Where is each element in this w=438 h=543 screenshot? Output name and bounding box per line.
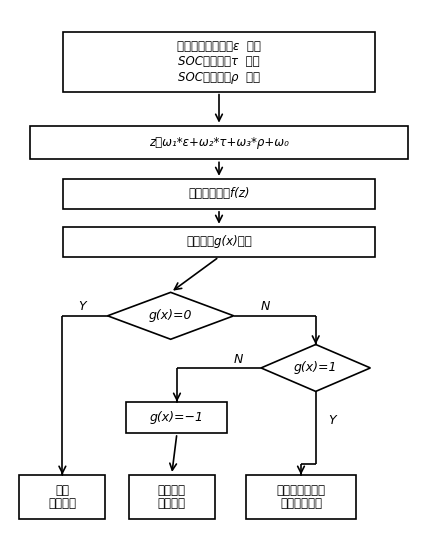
- Text: 维持: 维持: [55, 484, 69, 497]
- Text: 无功支撑模式: 无功支撑模式: [280, 497, 322, 510]
- Text: Y: Y: [78, 300, 86, 313]
- Text: g(x)=−1: g(x)=−1: [150, 411, 204, 424]
- Text: g(x)=0: g(x)=0: [149, 310, 192, 323]
- Text: N: N: [233, 352, 243, 365]
- FancyBboxPatch shape: [30, 125, 408, 160]
- Text: z＝ω₁*ε+ω₂*τ+ω₃*ρ+ω₀: z＝ω₁*ε+ω₂*τ+ω₃*ρ+ω₀: [149, 136, 289, 149]
- FancyBboxPatch shape: [129, 475, 215, 519]
- Text: 低电压穿越策略: 低电压穿越策略: [276, 484, 325, 497]
- Text: g(x)=1: g(x)=1: [294, 362, 337, 375]
- FancyBboxPatch shape: [19, 475, 106, 519]
- FancyBboxPatch shape: [64, 31, 374, 92]
- Text: N: N: [261, 300, 270, 313]
- Polygon shape: [108, 292, 234, 339]
- Text: 闭锁切机: 闭锁切机: [158, 497, 186, 510]
- Text: 计算状态函数f(z): 计算状态函数f(z): [188, 187, 250, 200]
- FancyBboxPatch shape: [246, 475, 356, 519]
- Text: 决策函数g(x)选择: 决策函数g(x)选择: [186, 235, 252, 248]
- Polygon shape: [261, 344, 371, 392]
- FancyBboxPatch shape: [64, 226, 374, 257]
- FancyBboxPatch shape: [64, 179, 374, 209]
- Text: 严重故障: 严重故障: [158, 484, 186, 497]
- Text: SOC均衡因子τ  检测: SOC均衡因子τ 检测: [178, 55, 260, 68]
- Text: 电网电压跌落因子ε  检测: 电网电压跌落因子ε 检测: [177, 40, 261, 53]
- FancyBboxPatch shape: [127, 402, 227, 433]
- Text: SOC放电因子ρ  检测: SOC放电因子ρ 检测: [178, 71, 260, 84]
- Text: 正常运行: 正常运行: [48, 497, 76, 510]
- Text: Y: Y: [328, 414, 336, 427]
